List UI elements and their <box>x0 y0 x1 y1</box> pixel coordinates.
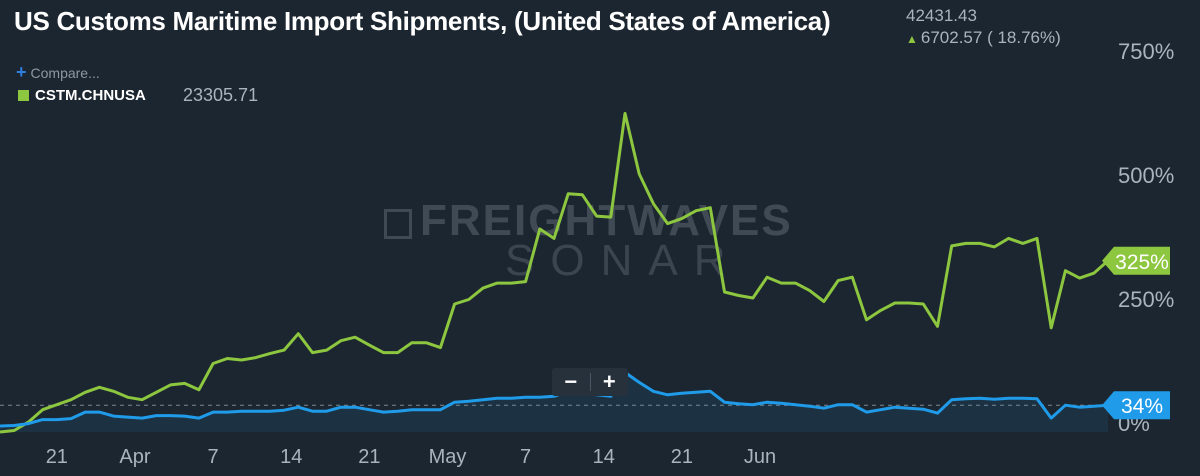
up-arrow-icon: ▲ <box>906 32 918 46</box>
legend-series-value: 23305.71 <box>183 85 259 105</box>
x-tick-label-5: May <box>429 446 467 468</box>
x-tick-label-0: 21 <box>46 446 68 468</box>
y-tick-label-2: 500% <box>1118 163 1174 188</box>
y-tick-label-1: 250% <box>1118 287 1174 312</box>
end-label-1: 34% <box>1121 395 1163 418</box>
end-label-box-1 <box>1102 391 1170 420</box>
x-tick-label-2: 7 <box>208 446 219 468</box>
x-tick-label-3: 14 <box>280 446 302 468</box>
freightwaves-logo-icon <box>384 209 412 239</box>
watermark-freightwaves: FREIGHTWAVES <box>384 196 793 246</box>
x-tick-label-1: Apr <box>119 446 150 468</box>
watermark-sonar: SONAR <box>505 236 742 285</box>
series-area-blue <box>0 372 1108 432</box>
x-tick-label-9: Jun <box>744 446 776 468</box>
x-tick-label-8: 21 <box>671 446 693 468</box>
y-tick-label-3: 750% <box>1118 39 1174 64</box>
legend-swatch <box>18 90 29 101</box>
chart-title: US Customs Maritime Import Shipments, (U… <box>14 6 831 36</box>
change-value: ▲ 6702.57 ( 18.76%) <box>906 28 1061 48</box>
compare-label: Compare... <box>30 65 100 81</box>
x-tick-label-7: 14 <box>593 446 615 468</box>
x-tick-label-6: 7 <box>520 446 531 468</box>
legend-series-name: CSTM.CHNUSA <box>35 87 146 104</box>
compare-link[interactable]: + Compare... <box>16 62 100 83</box>
x-tick-label-4: 21 <box>358 446 380 468</box>
zoom-in-button[interactable]: + <box>602 369 616 394</box>
zoom-divider <box>589 373 591 391</box>
zoom-control: − + <box>552 368 628 396</box>
end-label-box-0 <box>1102 246 1170 275</box>
current-value: 42431.43 <box>906 6 977 25</box>
series-line-0 <box>0 111 1109 434</box>
series-line-1 <box>0 370 1109 428</box>
legend-entry[interactable]: CSTM.CHNUSA 23305.71 <box>18 85 258 106</box>
watermark-line1: FREIGHTWAVES <box>420 196 793 245</box>
change-text: 6702.57 ( 18.76%) <box>920 28 1061 47</box>
end-label-0: 325% <box>1115 251 1169 274</box>
zoom-out-button[interactable]: − <box>564 369 578 394</box>
plus-icon: + <box>16 62 27 82</box>
